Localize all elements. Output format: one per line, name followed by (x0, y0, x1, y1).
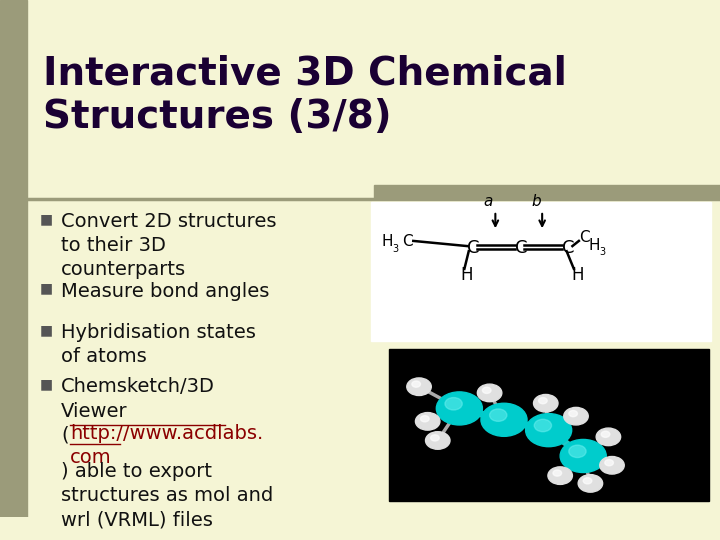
Circle shape (534, 419, 552, 431)
Bar (374, 185, 720, 199)
Text: ■: ■ (40, 282, 53, 296)
Circle shape (534, 394, 558, 412)
Circle shape (578, 475, 603, 492)
Circle shape (490, 409, 507, 421)
Circle shape (601, 431, 610, 437)
Text: Chemsketch/3D
Viewer
(: Chemsketch/3D Viewer ( (61, 377, 215, 445)
Text: ■: ■ (40, 212, 53, 226)
Circle shape (431, 435, 439, 441)
Text: http://www.acdlabs.
com: http://www.acdlabs. com (70, 424, 263, 467)
Text: H: H (382, 234, 393, 249)
Text: a: a (484, 194, 493, 210)
Text: H: H (461, 266, 473, 284)
Text: C: C (515, 239, 527, 257)
Text: Convert 2D structures
to their 3D
counterparts: Convert 2D structures to their 3D counte… (61, 212, 276, 280)
Text: Measure bond angles: Measure bond angles (61, 282, 269, 301)
Circle shape (426, 431, 450, 449)
Text: C: C (402, 234, 413, 249)
Circle shape (569, 410, 577, 417)
Circle shape (445, 397, 462, 410)
Text: C: C (562, 239, 575, 257)
Circle shape (436, 392, 482, 425)
Text: ) able to export
structures as mol and
wrl (VRML) files: ) able to export structures as mol and w… (61, 462, 274, 529)
Circle shape (553, 470, 562, 476)
Bar (389, 349, 709, 502)
Circle shape (526, 414, 572, 447)
Circle shape (539, 397, 547, 404)
Circle shape (412, 381, 420, 387)
Circle shape (482, 387, 491, 394)
Text: H: H (571, 266, 583, 284)
Bar (371, 201, 711, 341)
Text: C: C (580, 231, 590, 245)
Text: 3: 3 (392, 244, 399, 254)
Text: C: C (467, 239, 479, 257)
Bar (0, 0, 27, 517)
Circle shape (560, 440, 606, 472)
Text: Hybridisation states
of atoms: Hybridisation states of atoms (61, 323, 256, 366)
Circle shape (600, 456, 624, 474)
Circle shape (569, 445, 586, 457)
Circle shape (481, 403, 527, 436)
Text: H: H (589, 238, 600, 253)
Circle shape (564, 407, 588, 425)
Circle shape (605, 460, 613, 466)
Text: b: b (531, 194, 541, 210)
Text: 3: 3 (600, 247, 606, 257)
Text: ■: ■ (40, 377, 53, 392)
Circle shape (415, 413, 440, 430)
Circle shape (407, 378, 431, 395)
Circle shape (596, 428, 621, 446)
Circle shape (548, 467, 572, 484)
Circle shape (420, 416, 429, 422)
Text: Interactive 3D Chemical
Structures (3/8): Interactive 3D Chemical Structures (3/8) (43, 55, 567, 136)
Text: ■: ■ (40, 323, 53, 337)
Circle shape (583, 478, 592, 484)
Circle shape (477, 384, 502, 402)
